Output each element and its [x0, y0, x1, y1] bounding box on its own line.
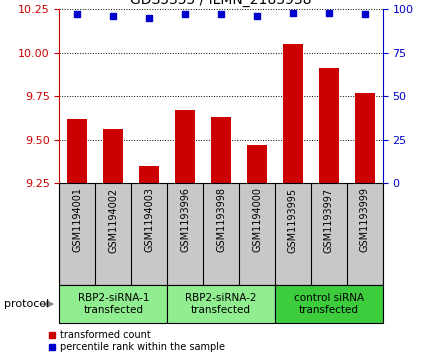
Bar	[275, 285, 383, 323]
Text: GSM1193999: GSM1193999	[360, 187, 370, 252]
Text: GSM1194001: GSM1194001	[72, 187, 82, 252]
Text: control siRNA
transfected: control siRNA transfected	[294, 293, 364, 315]
Point	[110, 13, 117, 19]
Bar	[355, 93, 375, 183]
Text: GSM1193998: GSM1193998	[216, 187, 226, 252]
Bar	[103, 129, 123, 183]
Text: RBP2-siRNA-2
transfected: RBP2-siRNA-2 transfected	[185, 293, 257, 315]
Title: GDS5355 / ILMN_2183938: GDS5355 / ILMN_2183938	[130, 0, 312, 7]
Bar	[247, 145, 267, 183]
Text: GSM1194003: GSM1194003	[144, 187, 154, 252]
Legend: transformed count, percentile rank within the sample: transformed count, percentile rank withi…	[44, 326, 229, 356]
Point	[253, 13, 260, 19]
Bar	[175, 110, 195, 183]
Bar	[319, 68, 339, 183]
Text: GSM1194000: GSM1194000	[252, 187, 262, 252]
Text: protocol: protocol	[4, 299, 50, 309]
Text: GSM1193997: GSM1193997	[324, 187, 334, 253]
Point	[361, 11, 368, 17]
Point	[326, 10, 333, 16]
Point	[218, 11, 225, 17]
Text: GSM1193996: GSM1193996	[180, 187, 190, 252]
Text: RBP2-siRNA-1
transfected: RBP2-siRNA-1 transfected	[77, 293, 149, 315]
Bar	[167, 285, 275, 323]
Bar	[139, 166, 159, 183]
Point	[146, 15, 153, 21]
Point	[74, 11, 81, 17]
Text: GSM1194002: GSM1194002	[108, 187, 118, 253]
Bar	[59, 285, 167, 323]
Bar	[211, 117, 231, 183]
Bar	[283, 44, 303, 183]
Bar	[67, 119, 87, 183]
Point	[290, 10, 297, 16]
Text: GSM1193995: GSM1193995	[288, 187, 298, 253]
Point	[182, 11, 189, 17]
